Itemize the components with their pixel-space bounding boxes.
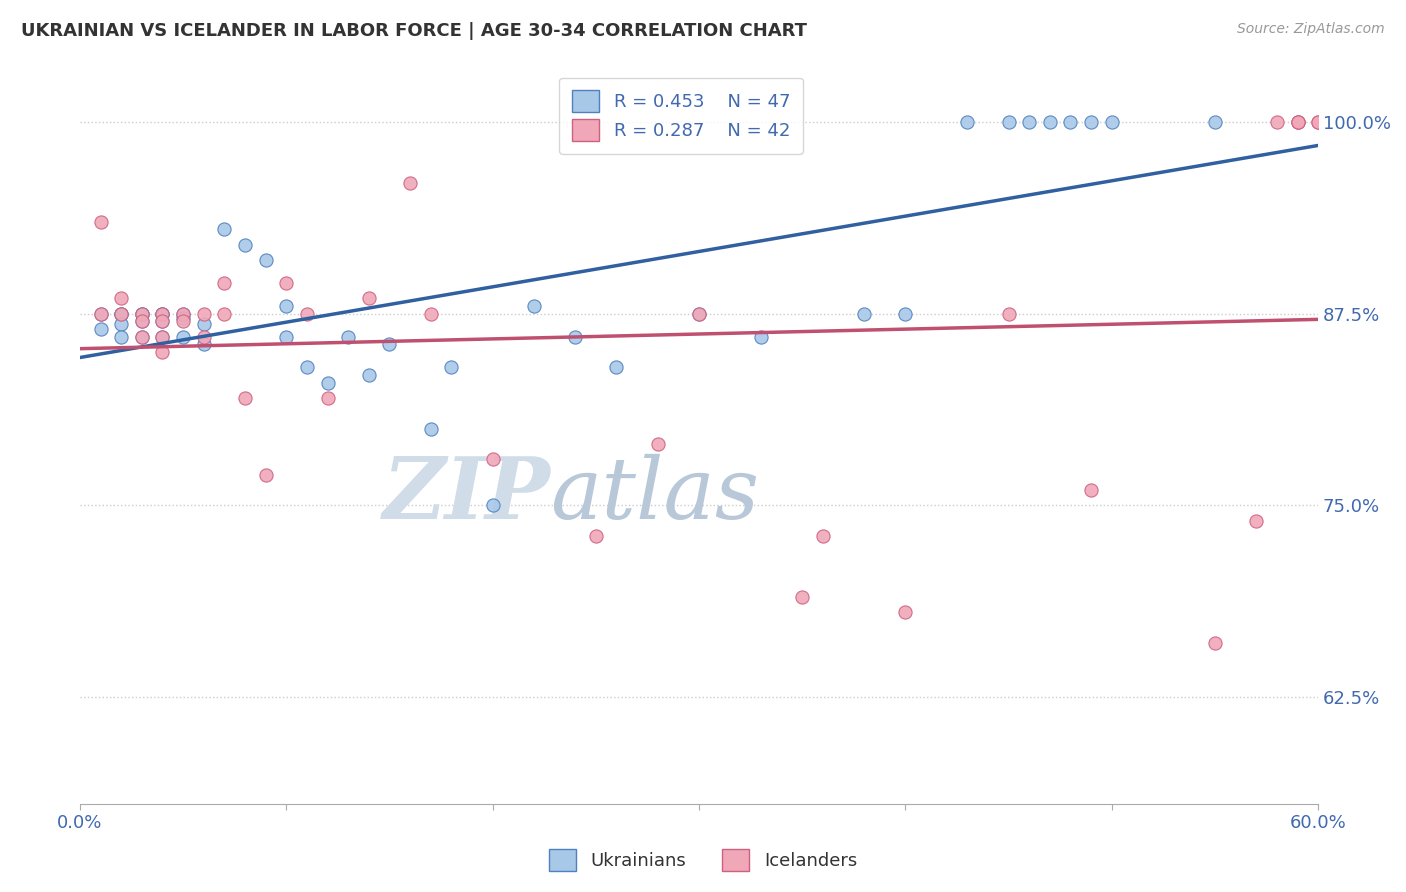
Point (152, 329, 174, 343)
Point (110, 307, 132, 321)
Point (89, 322, 111, 336)
Point (131, 307, 153, 321)
Point (152, 307, 174, 321)
Point (131, 329, 153, 343)
Point (1039, 115, 1062, 129)
Text: Source: ZipAtlas.com: Source: ZipAtlas.com (1237, 22, 1385, 37)
Text: UKRAINIAN VS ICELANDER IN LABOR FORCE | AGE 30-34 CORRELATION CHART: UKRAINIAN VS ICELANDER IN LABOR FORCE | … (21, 22, 807, 40)
Point (214, 307, 236, 321)
Point (605, 360, 627, 375)
Point (193, 337, 215, 351)
Point (152, 307, 174, 321)
Point (110, 291, 132, 305)
Point (214, 276, 236, 290)
Point (110, 307, 132, 321)
Point (1286, 115, 1309, 129)
Point (89, 215, 111, 229)
Point (131, 307, 153, 321)
Point (419, 307, 441, 321)
Point (811, 529, 834, 543)
Point (172, 307, 194, 321)
Point (357, 291, 380, 305)
Point (172, 329, 194, 343)
Point (316, 376, 339, 390)
Point (894, 307, 917, 321)
Point (997, 307, 1019, 321)
Point (997, 115, 1019, 129)
Point (131, 314, 153, 328)
Point (316, 391, 339, 405)
Point (254, 253, 277, 268)
Point (688, 307, 710, 321)
Point (1308, 115, 1330, 129)
Text: atlas: atlas (550, 454, 759, 536)
Point (233, 391, 256, 405)
Point (233, 237, 256, 252)
Point (1080, 115, 1102, 129)
Point (110, 329, 132, 343)
Point (276, 299, 298, 313)
Point (337, 329, 360, 343)
Point (792, 590, 814, 604)
Point (564, 329, 586, 343)
Point (214, 222, 236, 236)
Point (1204, 636, 1226, 650)
Legend: R = 0.453    N = 47, R = 0.287    N = 42: R = 0.453 N = 47, R = 0.287 N = 42 (560, 78, 803, 154)
Point (152, 314, 174, 328)
Point (131, 314, 153, 328)
Point (193, 318, 215, 332)
Point (853, 307, 876, 321)
Point (276, 276, 298, 290)
Point (357, 368, 380, 382)
Point (1286, 115, 1309, 129)
Point (523, 299, 546, 313)
Point (481, 452, 503, 467)
Point (89, 307, 111, 321)
Point (172, 311, 194, 326)
Point (1101, 115, 1123, 129)
Point (172, 314, 194, 328)
Point (110, 318, 132, 332)
Point (1286, 115, 1309, 129)
Point (1308, 115, 1330, 129)
Point (481, 498, 503, 512)
Point (1265, 115, 1288, 129)
Point (1244, 514, 1267, 528)
Point (1059, 115, 1081, 129)
Point (688, 307, 710, 321)
Point (399, 177, 422, 191)
Point (440, 360, 463, 375)
Point (193, 307, 215, 321)
Point (152, 345, 174, 359)
Point (419, 421, 441, 435)
Legend: Ukrainians, Icelanders: Ukrainians, Icelanders (541, 842, 865, 879)
Point (295, 360, 318, 375)
Point (585, 529, 607, 543)
Point (152, 329, 174, 343)
Point (1080, 483, 1102, 497)
Point (152, 314, 174, 328)
Point (131, 329, 153, 343)
Point (110, 307, 132, 321)
Point (956, 115, 979, 129)
Point (1204, 115, 1226, 129)
Point (172, 307, 194, 321)
Text: ZIP: ZIP (382, 453, 550, 537)
Point (647, 437, 669, 451)
Point (89, 307, 111, 321)
Point (152, 307, 174, 321)
Point (193, 329, 215, 343)
Point (131, 307, 153, 321)
Point (295, 307, 318, 321)
Point (378, 337, 401, 351)
Point (749, 329, 772, 343)
Point (254, 467, 277, 482)
Point (894, 606, 917, 620)
Point (276, 329, 298, 343)
Point (1018, 115, 1040, 129)
